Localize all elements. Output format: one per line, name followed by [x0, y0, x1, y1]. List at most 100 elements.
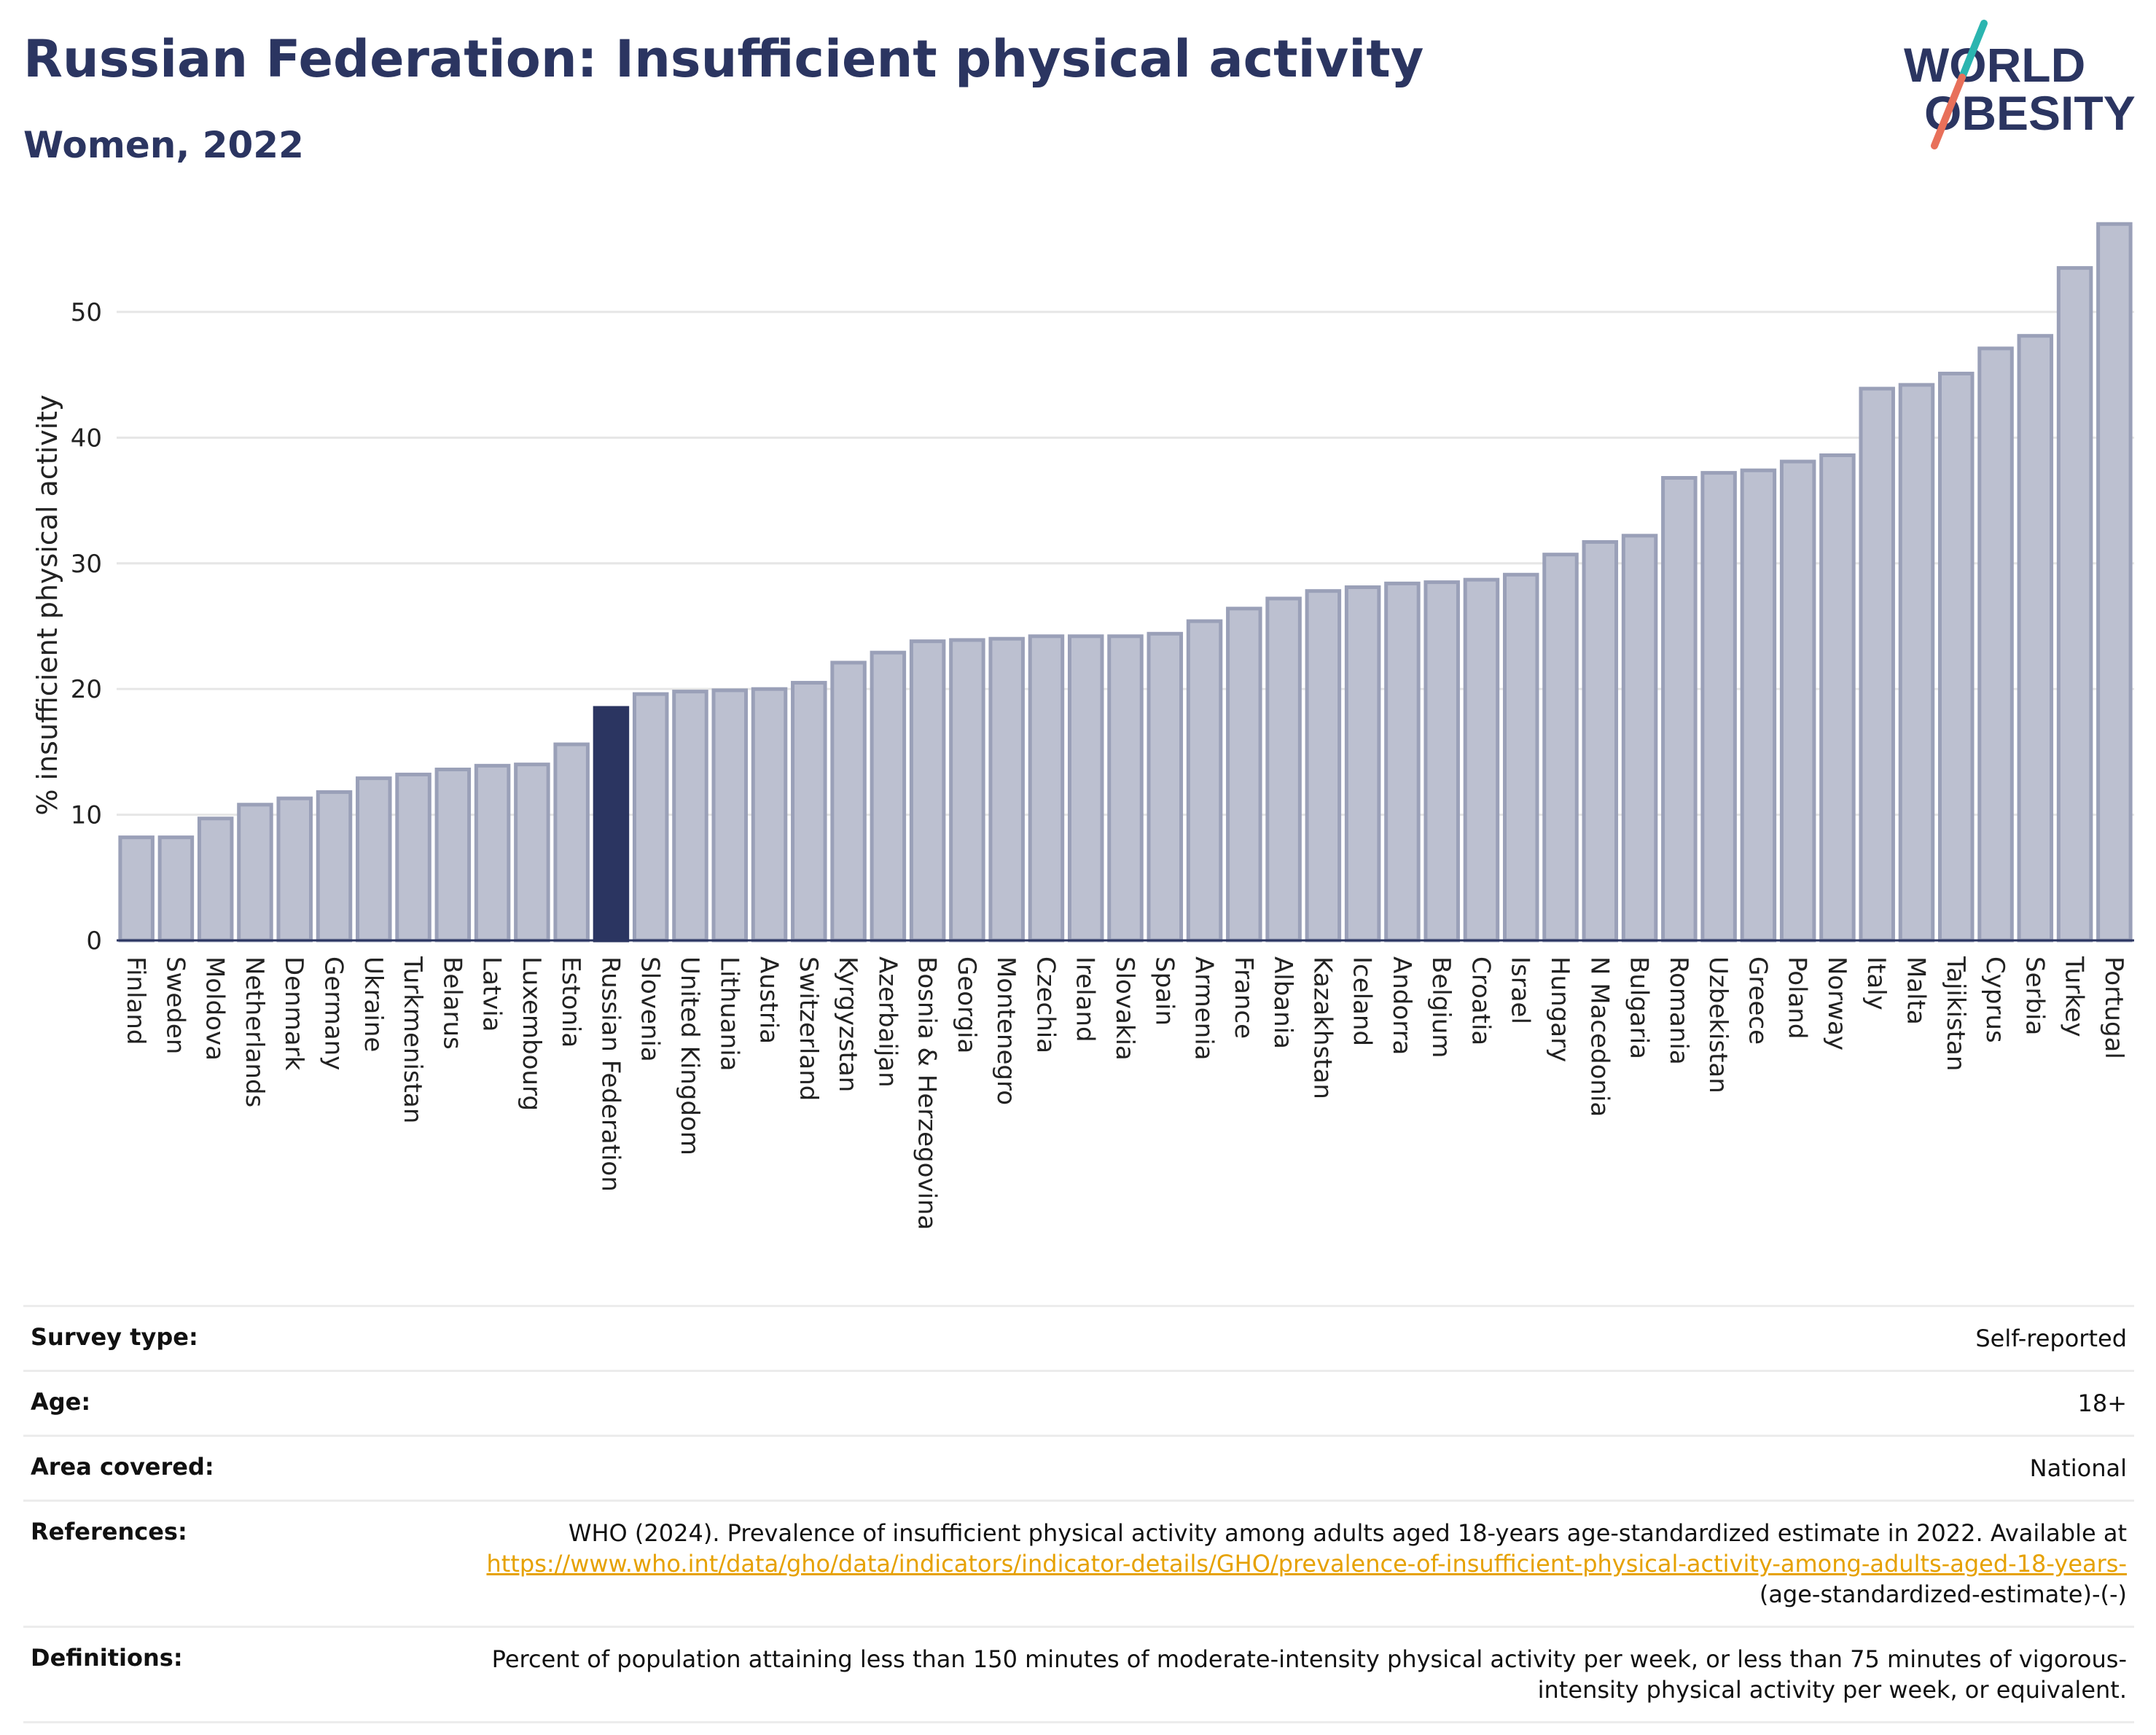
- references-value: WHO (2024). Prevalence of insufficient p…: [450, 1518, 2128, 1610]
- bar: [237, 803, 273, 943]
- x-tick-label: Moldova: [200, 956, 230, 1061]
- bar: [632, 692, 669, 943]
- y-tick-label: 10: [71, 801, 102, 830]
- bar: [2056, 266, 2093, 943]
- x-tick-label: Belgium: [1426, 956, 1456, 1058]
- x-tick-label: Andorra: [1387, 956, 1416, 1055]
- x-tick-label: Ukraine: [359, 956, 388, 1052]
- logo-slash-bottom-icon: [1931, 74, 1966, 149]
- bar: [711, 688, 749, 943]
- bar: [791, 681, 827, 943]
- bar: [830, 660, 867, 943]
- x-tick-label: Ireland: [1071, 956, 1100, 1042]
- x-tick-label: Estonia: [556, 956, 585, 1048]
- bar: [1542, 553, 1579, 943]
- bar: [1582, 539, 1619, 943]
- meta-row-definitions: Definitions: Percent of population attai…: [23, 1628, 2134, 1723]
- bar: [514, 763, 550, 943]
- x-tick-label: Belarus: [437, 956, 466, 1050]
- x-tick-label: Cyprus: [1980, 956, 2009, 1043]
- bar: [1384, 581, 1421, 943]
- meta-row-area: Area covered: National: [23, 1437, 2134, 1502]
- x-tick-label: N Macedonia: [1585, 956, 1614, 1117]
- chart-title: Russian Federation: Insufficient physica…: [23, 29, 1424, 89]
- bar: [1344, 585, 1381, 943]
- bar: [909, 639, 946, 943]
- x-tick-label: Poland: [1783, 956, 1812, 1040]
- x-tick-label: Turkmenistan: [398, 956, 427, 1123]
- bar-highlight: [593, 706, 630, 943]
- meta-row-references: References: WHO (2024). Prevalence of in…: [23, 1502, 2134, 1628]
- x-tick-label: Kazakhstan: [1308, 956, 1337, 1099]
- x-tick-label: Bosnia & Herzegovina: [913, 956, 942, 1230]
- bar: [751, 687, 788, 943]
- x-tick-label: Spain: [1149, 956, 1179, 1026]
- bar: [276, 796, 313, 943]
- bar: [1305, 589, 1342, 943]
- x-tick-label: Greece: [1743, 956, 1772, 1045]
- bar: [2017, 334, 2054, 943]
- x-tick-label: United Kingdom: [675, 956, 704, 1155]
- meta-row-survey-type: Survey type: Self-reported: [23, 1307, 2134, 1372]
- bar: [870, 650, 907, 943]
- bar: [1740, 468, 1777, 943]
- x-tick-label: Luxembourg: [517, 956, 546, 1111]
- bar: [1147, 631, 1184, 943]
- bar: [1661, 476, 1698, 943]
- x-tick-label: Kyrgyzstan: [833, 956, 862, 1092]
- bar: [1186, 619, 1223, 943]
- x-tick-label: Tajikistan: [1941, 956, 1970, 1071]
- x-tick-label: Sweden: [160, 956, 190, 1054]
- bar: [988, 636, 1025, 943]
- survey-type-label: Survey type:: [31, 1323, 198, 1351]
- x-tick-label: Croatia: [1466, 956, 1495, 1045]
- x-tick-label: Russian Federation: [595, 956, 625, 1192]
- y-axis-label: % insufficient physical activity: [31, 394, 63, 815]
- x-tick-label: Iceland: [1348, 956, 1377, 1046]
- x-tick-label: Serbia: [2020, 956, 2049, 1035]
- x-tick-label: Malta: [1901, 956, 1930, 1025]
- bar: [1107, 634, 1144, 943]
- survey-type-value: Self-reported: [1975, 1325, 2127, 1352]
- logo-slash-top-icon: [1958, 20, 1988, 81]
- x-tick-label: Israel: [1506, 956, 1535, 1024]
- metadata-table: Survey type: Self-reported Age: 18+ Area…: [23, 1305, 2134, 1723]
- bar: [474, 763, 511, 943]
- bar: [118, 835, 155, 943]
- x-tick-label: Turkey: [2060, 956, 2089, 1037]
- reference-link[interactable]: https://www.who.int/data/gho/data/indica…: [486, 1550, 2128, 1578]
- x-tick-label: Hungary: [1545, 956, 1574, 1062]
- y-tick-label: 50: [71, 298, 102, 327]
- y-tick-label: 40: [71, 424, 102, 453]
- x-tick-label: Latvia: [477, 956, 507, 1032]
- area-value: National: [2029, 1454, 2127, 1482]
- x-tick-label: Georgia: [952, 956, 981, 1053]
- bar: [356, 776, 392, 943]
- bar: [157, 835, 195, 943]
- bar: [949, 638, 985, 943]
- bar: [316, 790, 353, 943]
- x-tick-label: France: [1229, 956, 1258, 1039]
- bar: [434, 768, 472, 943]
- bar: [1859, 386, 1895, 943]
- bar: [1938, 371, 1975, 943]
- bar: [1502, 572, 1539, 943]
- x-tick-label: Slovakia: [1110, 956, 1139, 1061]
- x-tick-label: Azerbaijan: [872, 956, 902, 1088]
- bar: [197, 816, 234, 943]
- bar: [1423, 580, 1460, 943]
- x-tick-label: Lithuania: [714, 956, 743, 1071]
- bar: [1779, 459, 1816, 943]
- bar: [672, 690, 708, 943]
- world-obesity-logo: WORLD OBESITY: [1904, 20, 2136, 149]
- bar: [1898, 383, 1935, 943]
- logo-line2: OBESITY: [1924, 86, 2136, 140]
- x-tick-label: Slovenia: [636, 956, 665, 1062]
- bar: [1621, 534, 1658, 943]
- bar: [1226, 607, 1262, 943]
- x-tick-label: Portugal: [2099, 956, 2128, 1059]
- age-label: Age:: [31, 1388, 91, 1416]
- bar: [1463, 577, 1500, 943]
- bar: [395, 772, 431, 943]
- definitions-label: Definitions:: [31, 1644, 183, 1672]
